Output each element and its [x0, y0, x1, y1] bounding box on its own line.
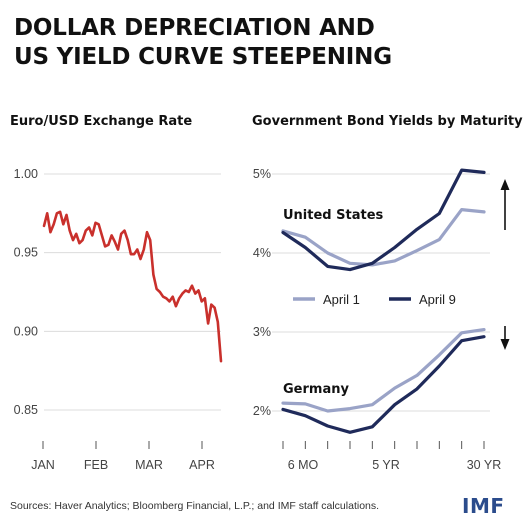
imf-logo: IMF: [462, 494, 505, 518]
us-yield-line-april-1: [281, 208, 486, 267]
us-yield-line-april-9: [281, 168, 486, 272]
x-tick-label-right: 6 MO: [288, 458, 319, 472]
x-tick-label-left: FEB: [84, 458, 108, 472]
x-tick-label-left: APR: [189, 458, 215, 472]
euro-usd-chart-title: Euro/USD Exchange Rate: [10, 114, 193, 129]
germany-yield-line-april-1: [281, 328, 486, 413]
x-tick-label-right: 5 YR: [372, 458, 400, 472]
legend-label-april-9: April 9: [419, 292, 456, 307]
x-tick-label-left: JAN: [31, 458, 55, 472]
euro-usd-line: [42, 210, 223, 363]
legend-label-april-1: April 1: [323, 292, 360, 307]
down-arrow-icon: [500, 339, 510, 350]
y-tick-label-left: 0.95: [14, 246, 38, 260]
y-tick-label-left: 0.85: [14, 403, 38, 417]
y-tick-label-right: 2%: [253, 404, 271, 418]
germany-panel-label: Germany: [283, 382, 349, 397]
up-arrow-icon: [500, 179, 510, 190]
us-panel-label: United States: [283, 208, 384, 223]
y-tick-label-left: 0.90: [14, 324, 38, 338]
title-line-1: DOLLAR DEPRECIATION AND: [14, 15, 375, 41]
x-tick-label-right: 30 YR: [467, 458, 502, 472]
y-tick-label-right: 4%: [253, 246, 271, 260]
germany-yield-line-april-9: [281, 335, 486, 434]
x-tick-label-left: MAR: [135, 458, 163, 472]
y-tick-label-right: 5%: [253, 167, 271, 181]
bond-yields-chart-title: Government Bond Yields by Maturity: [252, 114, 523, 129]
y-tick-label-right: 3%: [253, 325, 271, 339]
chart-title: DOLLAR DEPRECIATION AND US YIELD CURVE S…: [14, 14, 514, 72]
title-line-2: US YIELD CURVE STEEPENING: [14, 44, 392, 70]
y-tick-label-left: 1.00: [14, 167, 38, 181]
sources-note: Sources: Haver Analytics; Bloomberg Fina…: [10, 500, 380, 512]
